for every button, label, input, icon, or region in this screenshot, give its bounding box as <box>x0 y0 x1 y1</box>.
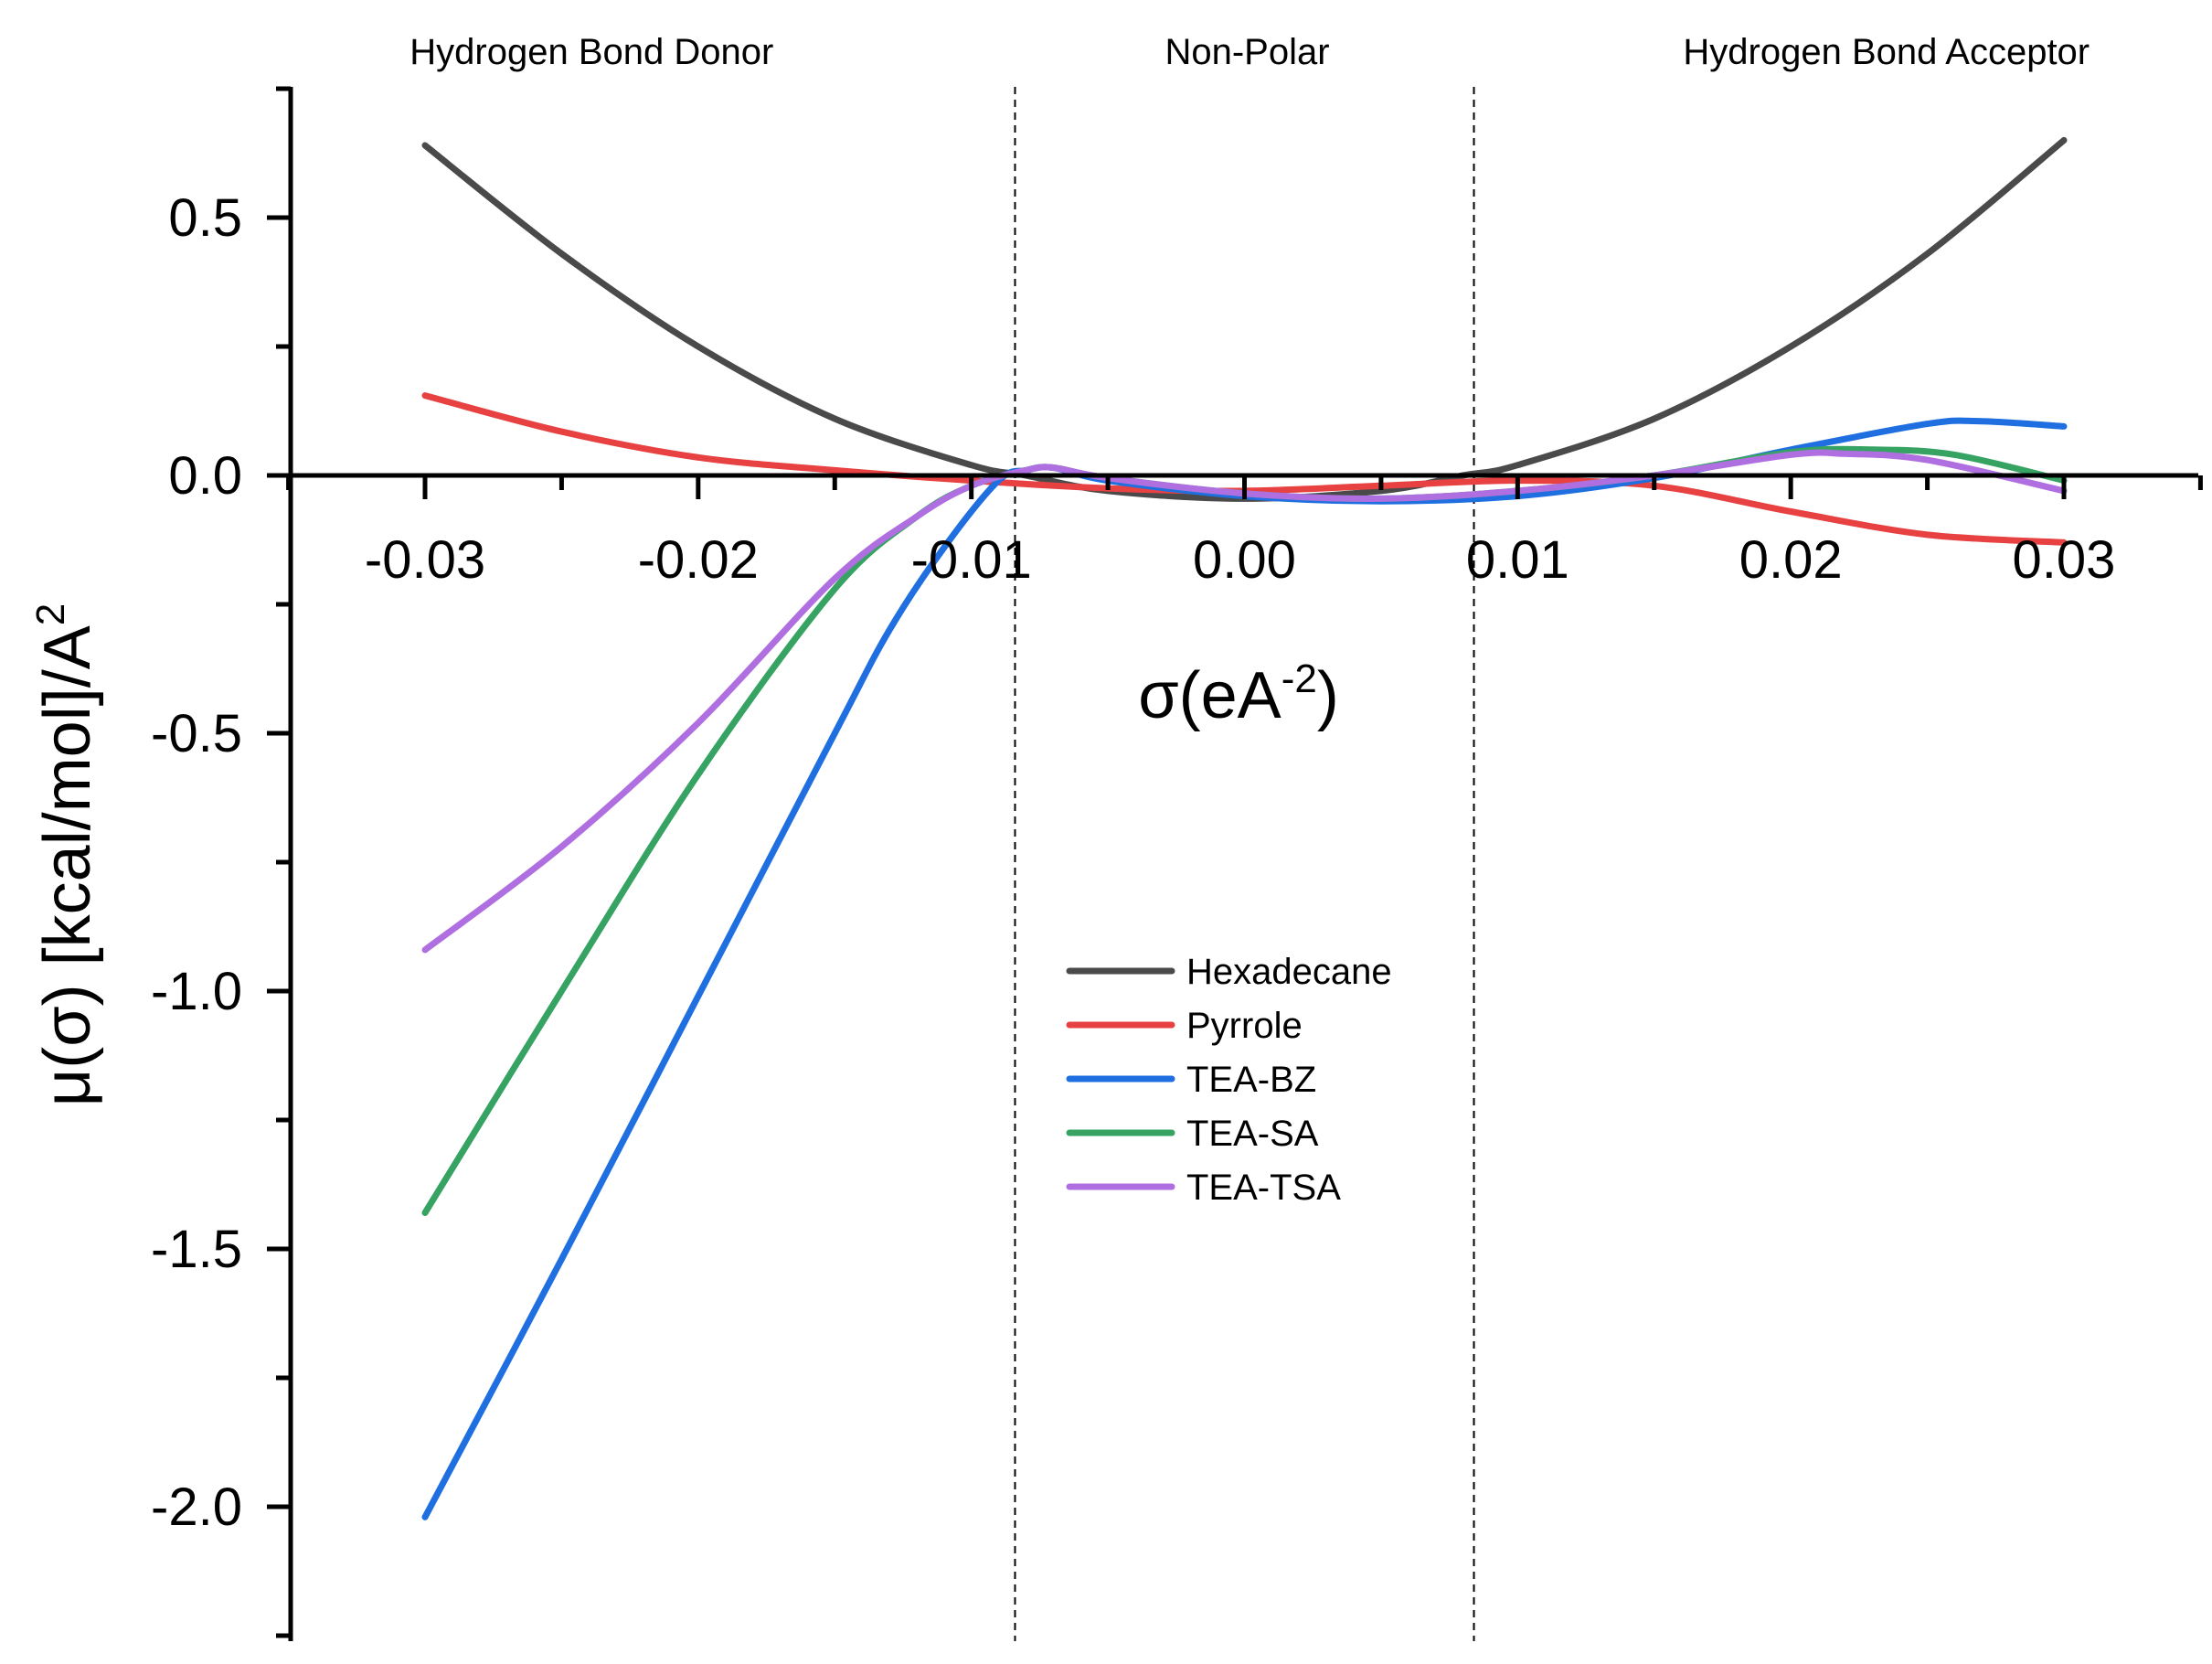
y-ticks: 0.5 0.0 -0.5 -1.0 -1.5 -2.0 <box>151 86 291 1638</box>
x-tick-label: 0.01 <box>1466 530 1569 590</box>
region-boundaries <box>1014 87 1475 1641</box>
y-axis-title: μ(σ) [kcal/mol]/A2 <box>28 603 104 1106</box>
region-label: Hydrogen Bond Donor <box>409 32 773 72</box>
x-axis-title: σ(eA-2) <box>1138 656 1339 732</box>
y-tick-label: -2.0 <box>151 1477 242 1537</box>
y-tick-label: -0.5 <box>151 704 242 763</box>
series-line-pyrrole <box>421 392 2068 546</box>
legend: Hexadecane Pyrrole TEA-BZ TEA-SA TEA-TSA <box>1066 952 1392 1208</box>
series-lines <box>421 136 2068 1520</box>
legend-label: Pyrrole <box>1186 1006 1303 1046</box>
x-tick-label: 0.00 <box>1193 530 1296 590</box>
region-labels: Hydrogen Bond Donor Non-Polar Hydrogen Bon… <box>409 32 2090 72</box>
axes <box>288 87 2198 1641</box>
y-tick-label: -1.0 <box>151 962 242 1021</box>
x-tick-label: 0.02 <box>1739 530 1843 590</box>
series-line-tea-tsa <box>421 449 2068 954</box>
legend-label: TEA-SA <box>1186 1114 1319 1154</box>
x-ticks: -0.03 -0.02 -0.01 0.00 0.01 0.02 0.03 <box>286 475 2203 590</box>
legend-label: TEA-TSA <box>1186 1168 1341 1208</box>
legend-label: TEA-BZ <box>1186 1060 1316 1100</box>
y-tick-label: 0.0 <box>168 446 242 506</box>
x-tick-label: -0.02 <box>638 530 759 590</box>
x-tick-label: -0.01 <box>911 530 1032 590</box>
legend-label: Hexadecane <box>1186 952 1392 992</box>
region-label: Hydrogen Bond Acceptor <box>1683 32 2090 72</box>
y-tick-label: 0.5 <box>168 188 242 248</box>
x-tick-label: 0.03 <box>2013 530 2116 590</box>
region-label: Non-Polar <box>1164 32 1329 72</box>
y-tick-label: -1.5 <box>151 1220 242 1279</box>
x-tick-label: -0.03 <box>365 530 485 590</box>
